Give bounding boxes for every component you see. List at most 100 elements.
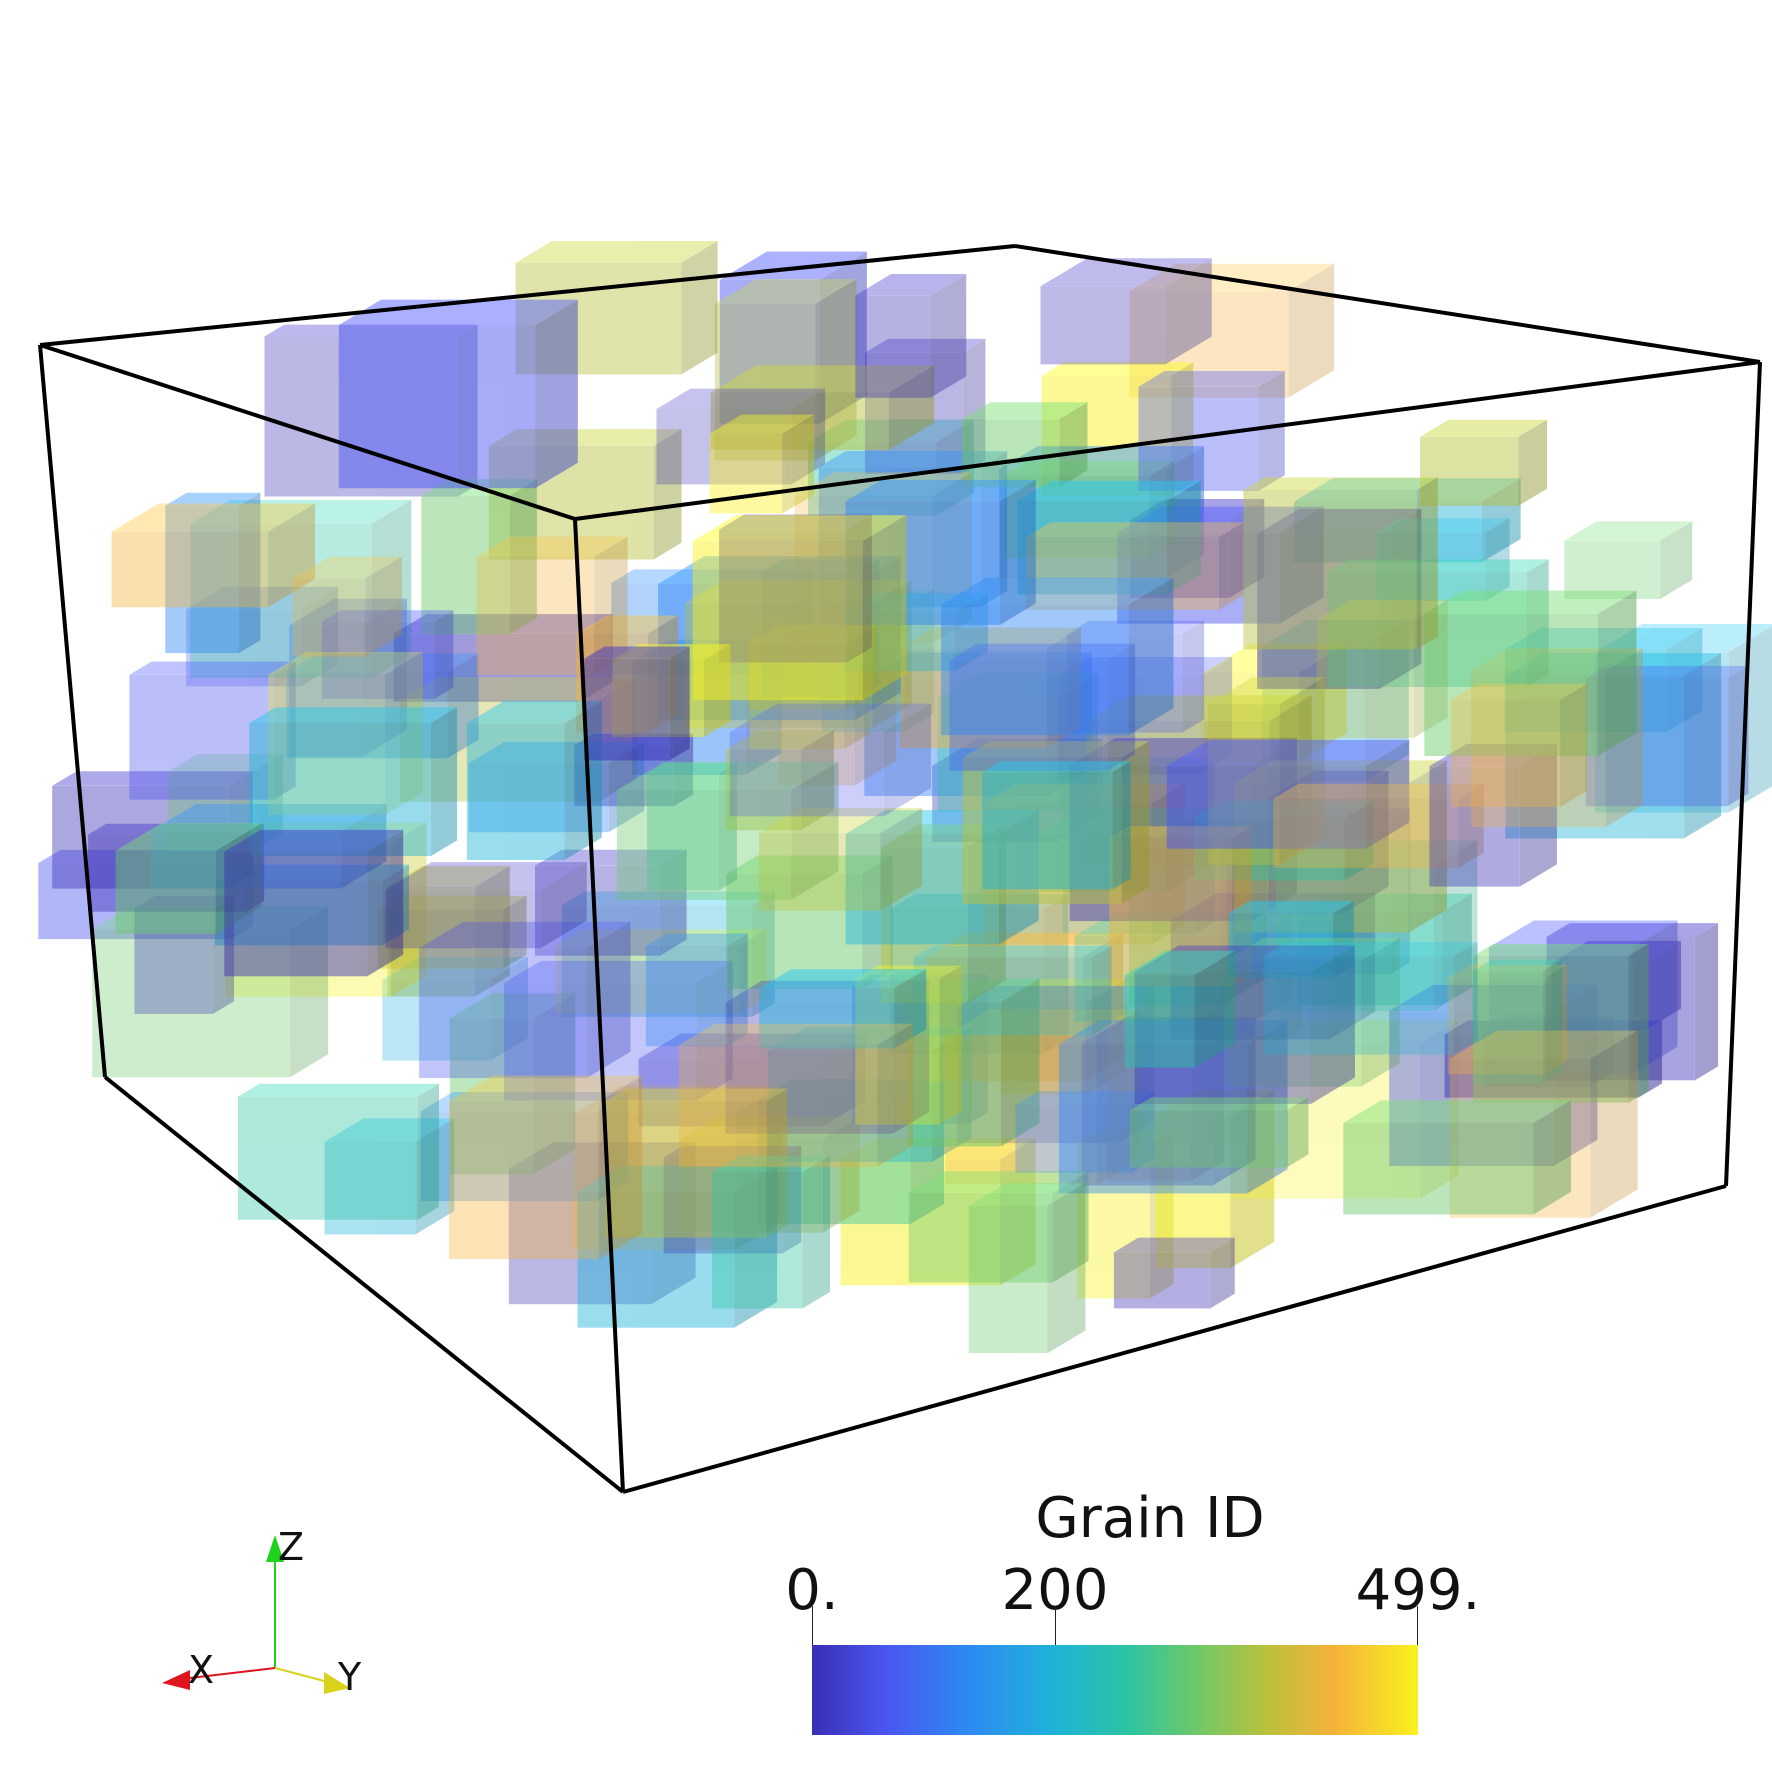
grain-box — [52, 771, 254, 889]
grain-box — [778, 643, 897, 786]
x-axis-line — [189, 1667, 276, 1679]
grain-box — [1113, 1237, 1235, 1309]
grain-box — [1145, 969, 1302, 1041]
grain-box — [1003, 461, 1175, 559]
grain-box — [725, 980, 930, 1134]
grain-boxes — [38, 240, 1772, 1354]
grain-box — [710, 365, 935, 450]
grain-box — [292, 556, 402, 657]
grain-box — [906, 979, 1040, 1147]
grain-box — [466, 700, 602, 860]
grain-box — [468, 741, 645, 833]
outline-edge — [39, 244, 1016, 347]
grain-box — [1243, 477, 1438, 650]
grain-box — [1504, 628, 1703, 733]
grain-box — [321, 610, 454, 699]
grain-box — [1130, 498, 1265, 598]
grain-box — [1067, 620, 1205, 733]
grain-box — [932, 738, 1103, 843]
grain-box — [1025, 522, 1244, 610]
grain-box — [289, 598, 407, 757]
grain-box — [508, 1142, 696, 1305]
grain-box — [420, 1092, 629, 1202]
grain-box — [1040, 258, 1212, 365]
grain-box — [111, 503, 316, 608]
grain-box — [387, 865, 510, 997]
grain-box — [1207, 677, 1325, 865]
grain-box — [1058, 1020, 1288, 1194]
grain-box — [1124, 950, 1236, 1068]
z-axis-arrowhead-icon — [266, 1535, 284, 1562]
grain-box — [1273, 783, 1484, 868]
grain-box — [945, 1009, 1141, 1185]
grain-box — [881, 824, 1006, 1004]
grain-box — [845, 810, 1039, 945]
grain-box — [1224, 937, 1400, 1087]
colorbar-tick-min — [812, 1606, 813, 1646]
grain-box — [962, 741, 1150, 904]
grain-box — [725, 729, 834, 831]
grain-box — [1062, 757, 1216, 934]
outline-edge — [39, 343, 576, 521]
grain-box — [1376, 518, 1510, 602]
x-axis-arrowhead-icon — [162, 1670, 190, 1690]
outline-edge — [573, 518, 625, 1493]
grain-box — [1505, 653, 1722, 839]
grain-box — [1444, 1020, 1663, 1098]
grain-box — [190, 500, 412, 678]
grain-box — [843, 593, 988, 672]
grain-box — [1129, 820, 1268, 1007]
grain-box — [759, 807, 923, 911]
colorbar-gradient — [812, 1645, 1418, 1735]
orientation-axes — [162, 1535, 350, 1694]
grain-box — [338, 299, 578, 489]
grain-box — [186, 586, 339, 687]
grain-box — [399, 677, 638, 802]
grain-box — [1081, 1017, 1256, 1186]
grain-box — [1129, 263, 1335, 398]
grain-box — [382, 957, 528, 1061]
grain-box — [1117, 506, 1324, 624]
grain-box — [983, 783, 1185, 945]
grain-box — [1231, 1020, 1459, 1199]
grain-box — [855, 965, 962, 1125]
grain-box — [377, 896, 527, 969]
grain-box — [214, 864, 409, 946]
x-axis-label: X — [188, 1648, 215, 1692]
grain-box — [1170, 893, 1376, 1040]
grain-box — [1472, 959, 1563, 1084]
grain-box — [238, 1083, 439, 1220]
grain-box — [1316, 599, 1448, 738]
grain-box — [1473, 943, 1649, 1103]
grain-box — [38, 849, 254, 940]
grain-box — [605, 1088, 788, 1238]
grain-box — [421, 479, 537, 635]
y-axis-arrowhead-icon — [324, 1672, 350, 1694]
grain-box — [1343, 1100, 1571, 1215]
grain-box — [168, 754, 283, 851]
grain-box — [129, 661, 296, 800]
grain-box — [1041, 362, 1194, 496]
outline-edge — [574, 360, 1761, 521]
outline-edge — [1014, 244, 1761, 364]
grain-box — [937, 672, 1099, 812]
grain-box — [855, 274, 967, 398]
outline-edge — [38, 344, 107, 1078]
grain-box — [1226, 808, 1410, 974]
grain-box — [393, 614, 613, 702]
grain-box — [941, 577, 1174, 736]
grain-box — [845, 479, 1036, 625]
grain-box — [449, 1075, 643, 1260]
outline-edge — [622, 1184, 1727, 1494]
grain-box — [488, 429, 682, 560]
grain-box — [1424, 590, 1637, 756]
grain-box — [1488, 920, 1678, 1074]
grain-box — [150, 804, 387, 889]
grain-box — [88, 823, 265, 912]
grain-box — [840, 1138, 1036, 1286]
grain-box — [1275, 840, 1478, 1012]
grain-box — [638, 1033, 866, 1127]
grain-box — [267, 652, 423, 815]
